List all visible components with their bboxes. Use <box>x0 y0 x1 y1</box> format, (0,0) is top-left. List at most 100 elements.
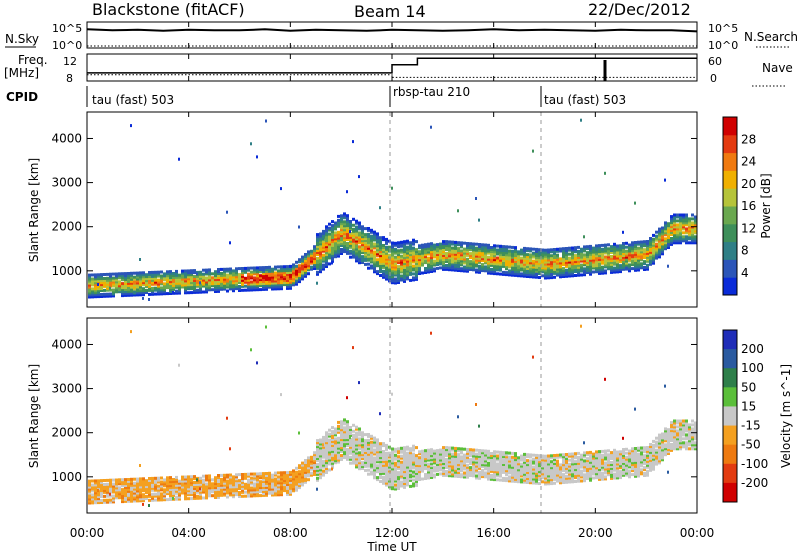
power-cell <box>109 273 112 276</box>
velocity-cell <box>280 393 282 396</box>
power-cell <box>520 249 523 252</box>
power-cell <box>100 273 103 276</box>
velocity-cell <box>412 482 415 485</box>
power-cell <box>604 256 607 259</box>
power-cell <box>643 260 646 263</box>
nave-label: Nave <box>762 61 793 75</box>
power-colorbar-tick: 8 <box>741 244 749 258</box>
power-cell <box>409 241 412 244</box>
power-cell <box>682 231 685 234</box>
power-cell <box>466 242 469 245</box>
power-cell <box>106 273 109 276</box>
power-cell <box>691 221 694 224</box>
power-cell <box>376 258 379 261</box>
power-cell <box>157 279 160 282</box>
power-cell <box>187 291 190 294</box>
velocity-cell <box>118 478 121 481</box>
power-cell <box>154 271 157 274</box>
velocity-cell <box>331 430 334 433</box>
power-cell <box>304 253 307 256</box>
power-cell <box>634 241 637 244</box>
power-cell <box>502 271 505 274</box>
velocity-cell <box>484 471 487 474</box>
power-cell <box>208 268 211 271</box>
velocity-cell <box>337 421 340 424</box>
velocity-cell <box>103 495 106 498</box>
velocity-cell <box>94 479 97 482</box>
power-cell <box>97 273 100 276</box>
power-cell <box>442 240 445 243</box>
velocity-cell <box>421 450 424 453</box>
power-cell <box>589 245 592 248</box>
velocity-cell <box>214 476 217 479</box>
velocity-cell <box>148 504 150 507</box>
cpid-segment-1: tau (fast) 503 <box>92 93 174 107</box>
power-cell <box>202 291 205 294</box>
velocity-cell <box>505 451 508 454</box>
velocity-cell <box>409 447 412 450</box>
power-cell <box>118 280 121 283</box>
velocity-cell <box>421 478 424 481</box>
power-cell <box>217 268 220 271</box>
power-cell <box>400 249 403 252</box>
power-cell <box>433 260 436 263</box>
power-cell <box>496 272 499 275</box>
power-y-tick-label: 2000 <box>51 220 82 234</box>
velocity-cell <box>190 475 193 478</box>
velocity-cell <box>511 452 514 455</box>
power-cell <box>310 266 313 269</box>
power-cell <box>103 289 106 292</box>
power-cell <box>352 228 355 231</box>
power-cell <box>532 260 535 263</box>
power-cell <box>604 244 607 247</box>
power-cell <box>685 235 688 238</box>
power-cell <box>691 214 694 217</box>
velocity-cell <box>457 415 459 418</box>
power-colorbar-tick: 16 <box>741 199 756 213</box>
velocity-cell <box>394 484 397 487</box>
power-colorbar-swatch <box>723 188 737 206</box>
velocity-cell <box>103 483 106 486</box>
power-cell <box>667 265 669 268</box>
power-cell <box>88 274 91 277</box>
power-cell <box>424 267 427 270</box>
power-cell <box>460 267 463 270</box>
power-cell <box>229 241 231 244</box>
power-cell <box>628 263 631 266</box>
velocity-cell <box>106 499 109 502</box>
velocity-cell <box>238 491 241 494</box>
power-cell <box>349 250 352 253</box>
power-cell <box>619 244 622 247</box>
power-cell <box>385 246 388 249</box>
velocity-cell <box>298 432 300 435</box>
velocity-cell <box>154 499 157 502</box>
power-cell <box>412 247 415 250</box>
power-cell <box>685 227 688 230</box>
velocity-cell <box>301 462 304 465</box>
power-cell <box>337 215 340 218</box>
velocity-cell <box>100 499 103 502</box>
power-cell <box>664 237 667 240</box>
power-cell <box>475 243 478 246</box>
power-cell <box>574 274 577 277</box>
power-cell <box>307 272 310 275</box>
velocity-cell <box>508 452 511 455</box>
power-cell <box>622 231 624 234</box>
power-cell <box>160 275 163 278</box>
velocity-cell <box>178 480 181 483</box>
power-cell <box>199 271 202 274</box>
power-cell <box>328 227 331 230</box>
power-cell <box>190 291 193 294</box>
power-cell <box>580 248 583 251</box>
power-cell <box>475 247 478 250</box>
velocity-cell <box>457 447 460 450</box>
velocity-cell <box>343 426 346 429</box>
power-cell <box>412 272 415 275</box>
velocity-cell <box>349 456 352 459</box>
power-cell <box>457 247 460 250</box>
power-cell <box>163 272 166 275</box>
power-cell <box>652 238 655 241</box>
power-cell <box>400 241 403 244</box>
power-cell <box>313 245 316 248</box>
